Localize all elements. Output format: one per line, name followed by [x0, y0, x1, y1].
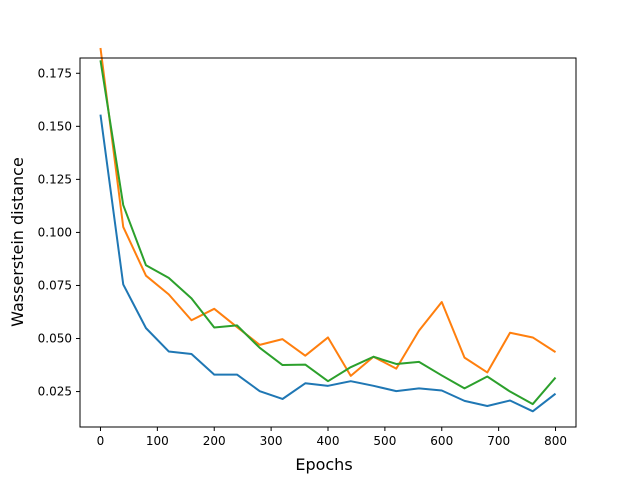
series-layer — [99, 47, 557, 413]
y-axis-label: Wasserstein distance — [8, 157, 27, 327]
x-tick-label: 600 — [430, 434, 453, 448]
x-axis: 0 100 200 300 400 500 600 700 800 — [97, 427, 567, 448]
y-tick-label: 0.100 — [38, 225, 72, 239]
x-tick-label: 300 — [260, 434, 283, 448]
y-tick-label: 0.175 — [38, 66, 72, 80]
series-line-2 — [99, 47, 557, 377]
y-axis: 0.025 0.050 0.075 0.100 0.125 0.150 0.175 — [38, 66, 80, 399]
y-tick-label: 0.150 — [38, 119, 72, 133]
y-tick-label: 0.050 — [38, 332, 72, 346]
y-tick-label: 0.125 — [38, 172, 72, 186]
series-line-1 — [99, 114, 557, 413]
x-tick-label: 700 — [487, 434, 510, 448]
y-tick-label: 0.025 — [38, 385, 72, 399]
y-tick-label: 0.075 — [38, 278, 72, 292]
x-tick-label: 200 — [203, 434, 226, 448]
x-tick-label: 800 — [544, 434, 567, 448]
x-tick-label: 400 — [317, 434, 340, 448]
x-tick-label: 100 — [146, 434, 169, 448]
x-tick-label: 0 — [97, 434, 105, 448]
x-tick-label: 500 — [373, 434, 396, 448]
series-line-3 — [99, 60, 557, 406]
x-axis-label: Epochs — [295, 455, 352, 474]
